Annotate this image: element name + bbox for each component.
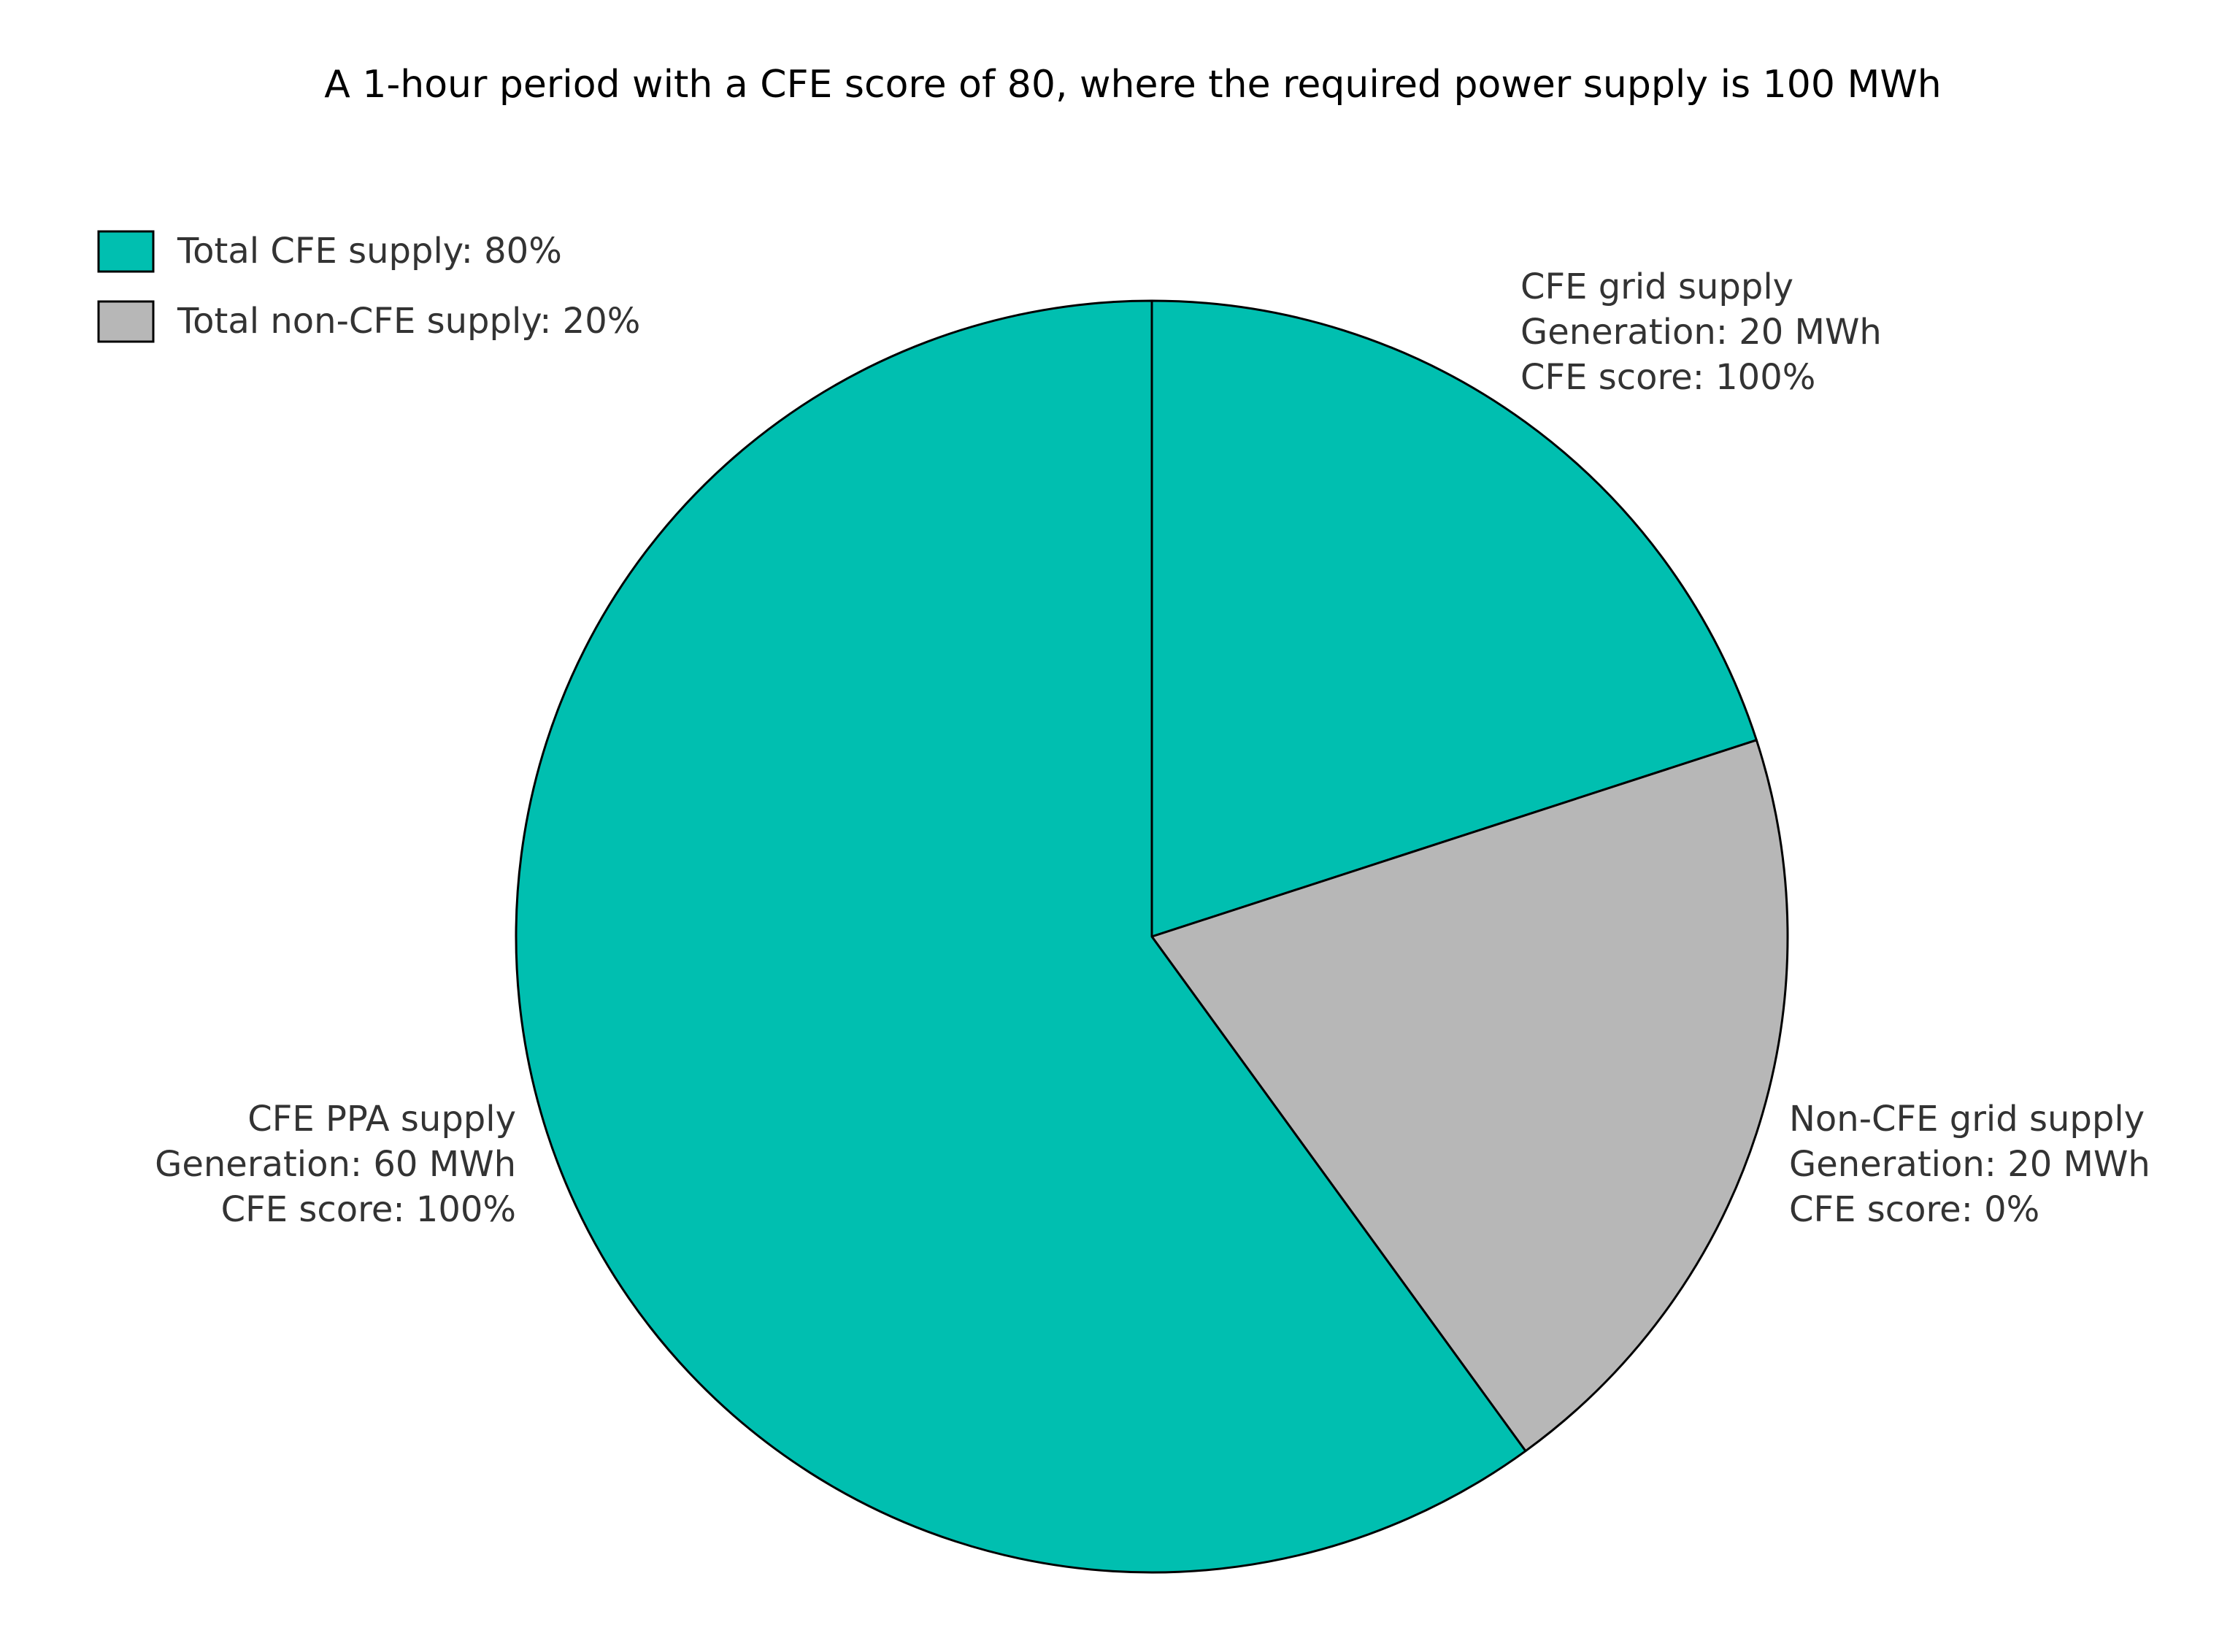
slice-value-label: Generation: 20 MWh [1520, 312, 1882, 353]
slice-label: CFE grid supply [1520, 266, 1793, 307]
slice-score-label: CFE score: 0% [1789, 1189, 2039, 1230]
pie-slice [1150, 299, 1758, 938]
slice-label: Non-CFE grid supply [1789, 1099, 2145, 1140]
legend-label: Total CFE supply: 80% [177, 231, 562, 272]
pie-slice [1150, 739, 1789, 1453]
legend-label: Total non-CFE supply: 20% [177, 301, 640, 342]
slice-value-label: Generation: 60 MWh [155, 1144, 516, 1185]
slice-value-label: Generation: 20 MWh [1789, 1144, 2150, 1185]
pie-slice [515, 299, 1527, 1574]
slice-label: CFE PPA supply [247, 1099, 516, 1140]
legend-swatch [97, 300, 155, 343]
slice-score-label: CFE score: 100% [1520, 357, 1815, 398]
legend-swatch [97, 230, 155, 273]
chart-title: A 1-hour period with a CFE score of 80, … [324, 63, 1941, 107]
slice-score-label: CFE score: 100% [221, 1189, 516, 1230]
